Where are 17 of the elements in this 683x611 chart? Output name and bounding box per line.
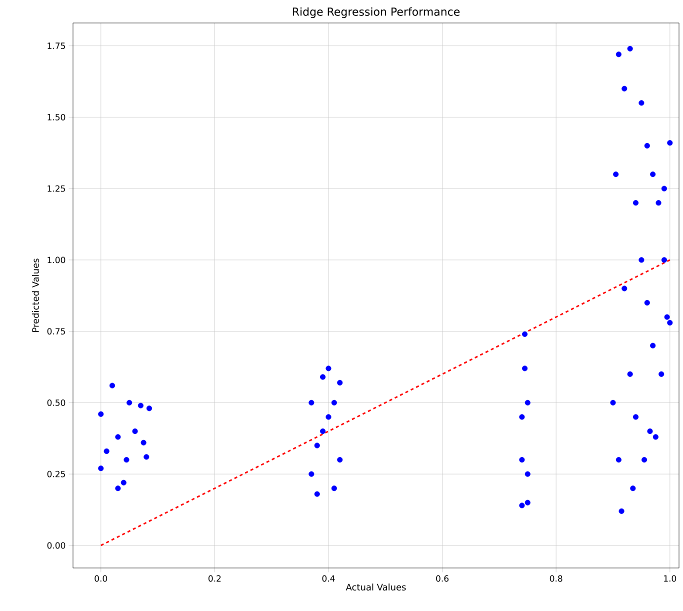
y-tick-label: 0.50 — [47, 399, 66, 406]
y-tick-label: 1.50 — [48, 114, 66, 120]
x-tick-label: 0.4 — [322, 575, 335, 582]
x-tick-label: 0.2 — [208, 575, 221, 582]
y-tick-label: 1.25 — [48, 185, 65, 192]
x-tick-label: 0.0 — [94, 575, 108, 582]
y-tick-label: 1.75 — [48, 42, 65, 49]
y-tick-label: 0.00 — [47, 542, 66, 549]
x-tick-label: 0.8 — [550, 575, 562, 582]
x-axis-title: Actual Values — [346, 584, 406, 591]
y-axis-title: Predicted Values — [32, 258, 39, 332]
chart-title: Ridge Regression Performance — [292, 7, 460, 18]
y-tick-label: 1.00 — [48, 256, 66, 264]
x-tick-label: 1.0 — [664, 575, 676, 582]
y-tick-label: 0.25 — [47, 470, 65, 478]
y-tick-label: 0.75 — [47, 328, 65, 335]
x-tick-label: 0.6 — [436, 575, 449, 582]
